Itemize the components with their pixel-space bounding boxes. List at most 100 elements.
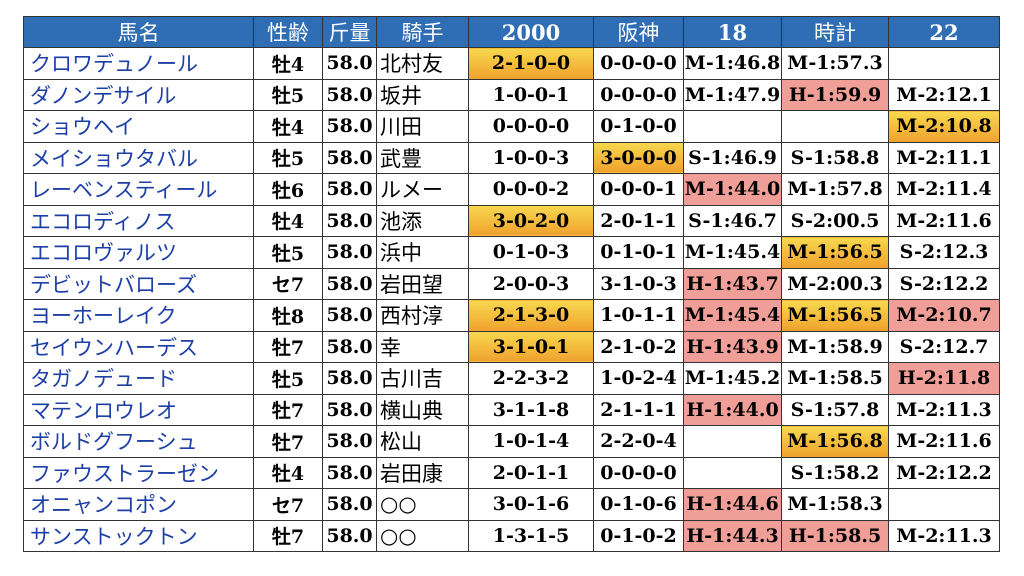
- cell-jockey: 松山: [376, 425, 469, 458]
- header-record-hanshin: 阪神: [593, 16, 684, 48]
- table-row: エコロディノス 牡4 58.0 池添 3-0-2-0 2-0-1-1 S-1:46.7 S-2…: [23, 204, 1000, 237]
- table-row: ヨーホーレイク 牡8 58.0 西村淳 2-1-3-0 1-0-1-1 M-1:45.4 M-…: [23, 299, 1000, 332]
- cell-time-clock: H-1:58.5: [781, 519, 889, 552]
- cell-record-2000: 3-1-0-1: [468, 330, 594, 363]
- cell-jockey: 幸: [376, 330, 469, 363]
- cell-jockey: 北村友: [376, 47, 469, 80]
- cell-time-22: M-2:12.1: [888, 78, 1000, 111]
- cell-jockey: 川田: [376, 110, 469, 143]
- cell-sex-age: 牡4: [253, 110, 323, 143]
- header-row: 馬名 性齢 斤量 騎手 2000 阪神 18 時計 22: [23, 16, 1000, 48]
- cell-horse-name: エコロディノス: [23, 204, 254, 237]
- cell-time-22: M-2:11.6: [888, 204, 1000, 237]
- table-row: ダノンデサイル 牡5 58.0 坂井 1-0-0-1 0-0-0-0 M-1:47.9 H-1…: [23, 78, 1000, 111]
- cell-record-2000: 2-1-0–0: [468, 47, 594, 80]
- cell-weight: 58.0: [322, 519, 377, 552]
- cell-sex-age: 牡7: [253, 393, 323, 426]
- cell-time-clock: M-2:00.3: [781, 267, 889, 300]
- cell-weight: 58.0: [322, 110, 377, 143]
- table-row: マテンロウレオ 牡7 58.0 横山典 3-1-1-8 2-1-1-1 H-1:44.0 S-…: [23, 393, 1000, 426]
- cell-horse-name: エコロヴァルツ: [23, 236, 254, 269]
- cell-horse-name: ショウヘイ: [23, 110, 254, 143]
- cell-time-18: M-1:45.4: [683, 299, 782, 332]
- cell-time-18: [683, 110, 782, 143]
- cell-record-hanshin: 2-2-0-4: [593, 425, 684, 458]
- cell-sex-age: セ7: [253, 488, 323, 521]
- cell-sex-age: 牡4: [253, 47, 323, 80]
- cell-weight: 58.0: [322, 173, 377, 206]
- cell-time-18: S-1:46.9: [683, 141, 782, 174]
- header-record-2000: 2000: [468, 16, 594, 48]
- cell-weight: 58.0: [322, 362, 377, 395]
- cell-record-2000: 2-0-1-1: [468, 456, 594, 489]
- header-time-18: 18: [683, 16, 782, 48]
- cell-horse-name: デビットバローズ: [23, 267, 254, 300]
- cell-time-clock: M-1:58.5: [781, 362, 889, 395]
- cell-time-22: M-2:11.4: [888, 173, 1000, 206]
- cell-time-18: S-1:46.7: [683, 204, 782, 237]
- table-row: セイウンハーデス 牡7 58.0 幸 3-1-0-1 2-1-0-2 H-1:43.9 M-1…: [23, 330, 1000, 363]
- cell-time-22: [888, 47, 1000, 80]
- cell-jockey: 武豊: [376, 141, 469, 174]
- cell-jockey: 池添: [376, 204, 469, 237]
- table-row: クロワデュノール 牡4 58.0 北村友 2-1-0–0 0-0-0-0 M-1:46.8 M…: [23, 47, 1000, 80]
- cell-sex-age: 牡5: [253, 78, 323, 111]
- cell-time-22: H-2:11.8: [888, 362, 1000, 395]
- cell-time-18: M-1:45.2: [683, 362, 782, 395]
- cell-time-22: S-2:12.3: [888, 236, 1000, 269]
- header-weight: 斤量: [322, 16, 377, 48]
- cell-time-clock: M-1:56.8: [781, 425, 889, 458]
- cell-time-22: M-2:11.6: [888, 425, 1000, 458]
- cell-weight: 58.0: [322, 141, 377, 174]
- cell-record-2000: 0-0-0-0: [468, 110, 594, 143]
- cell-weight: 58.0: [322, 267, 377, 300]
- cell-horse-name: セイウンハーデス: [23, 330, 254, 363]
- header-time-clock: 時計: [781, 16, 889, 48]
- cell-record-2000: 0-0-0-2: [468, 173, 594, 206]
- cell-horse-name: ヨーホーレイク: [23, 299, 254, 332]
- cell-jockey: 西村淳: [376, 299, 469, 332]
- cell-horse-name: ボルドグフーシュ: [23, 425, 254, 458]
- cell-time-22: M-2:11.3: [888, 519, 1000, 552]
- cell-record-hanshin: 3-0-0-0: [593, 141, 684, 174]
- cell-time-clock: [781, 110, 889, 143]
- cell-record-hanshin: 1-0-1-1: [593, 299, 684, 332]
- cell-weight: 58.0: [322, 47, 377, 80]
- cell-time-clock: M-1:56.5: [781, 236, 889, 269]
- cell-record-hanshin: 0-1-0-2: [593, 519, 684, 552]
- cell-time-18: [683, 456, 782, 489]
- cell-weight: 58.0: [322, 393, 377, 426]
- cell-record-hanshin: 0-1-0-1: [593, 236, 684, 269]
- cell-horse-name: タガノデュード: [23, 362, 254, 395]
- cell-record-2000: 1-0-0-1: [468, 78, 594, 111]
- cell-time-22: M-2:10.7: [888, 299, 1000, 332]
- cell-horse-name: サンストックトン: [23, 519, 254, 552]
- table-row: メイショウタバル 牡5 58.0 武豊 1-0-0-3 3-0-0-0 S-1:46.9 S-…: [23, 141, 1000, 174]
- cell-time-clock: M-1:57.3: [781, 47, 889, 80]
- cell-sex-age: 牡5: [253, 141, 323, 174]
- cell-time-clock: S-1:57.8: [781, 393, 889, 426]
- cell-jockey: 浜中: [376, 236, 469, 269]
- header-horse-name: 馬名: [23, 16, 254, 48]
- cell-time-22: [888, 488, 1000, 521]
- cell-time-18: H-1:43.7: [683, 267, 782, 300]
- cell-weight: 58.0: [322, 78, 377, 111]
- cell-record-2000: 0-1-0-3: [468, 236, 594, 269]
- cell-record-hanshin: 0-1-0-6: [593, 488, 684, 521]
- cell-time-22: M-2:10.8: [888, 110, 1000, 143]
- cell-record-hanshin: 1-0-2-4: [593, 362, 684, 395]
- cell-sex-age: 牡5: [253, 236, 323, 269]
- table-row: デビットバローズ セ7 58.0 岩田望 2-0-0-3 3-1-0-3 H-1:43.7 M…: [23, 267, 1000, 300]
- cell-time-18: M-1:46.8: [683, 47, 782, 80]
- cell-record-2000: 1-0-1-4: [468, 425, 594, 458]
- cell-weight: 58.0: [322, 236, 377, 269]
- cell-record-hanshin: 0-0-0-1: [593, 173, 684, 206]
- cell-record-2000: 1-0-0-3: [468, 141, 594, 174]
- cell-weight: 58.0: [322, 330, 377, 363]
- cell-record-hanshin: 3-1-0-3: [593, 267, 684, 300]
- cell-jockey: ○○: [376, 488, 469, 521]
- cell-time-18: H-1:44.3: [683, 519, 782, 552]
- cell-record-2000: 2-1-3-0: [468, 299, 594, 332]
- cell-time-22: M-2:11.3: [888, 393, 1000, 426]
- cell-time-18: H-1:43.9: [683, 330, 782, 363]
